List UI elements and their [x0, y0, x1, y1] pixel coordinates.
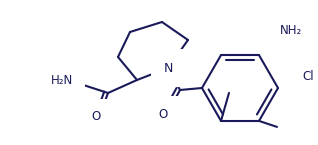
Text: NH₂: NH₂ — [280, 23, 302, 37]
Text: O: O — [158, 107, 168, 120]
Text: O: O — [91, 110, 100, 124]
Text: H₂N: H₂N — [51, 74, 73, 87]
Text: N: N — [163, 61, 173, 75]
Text: Cl: Cl — [302, 69, 314, 83]
